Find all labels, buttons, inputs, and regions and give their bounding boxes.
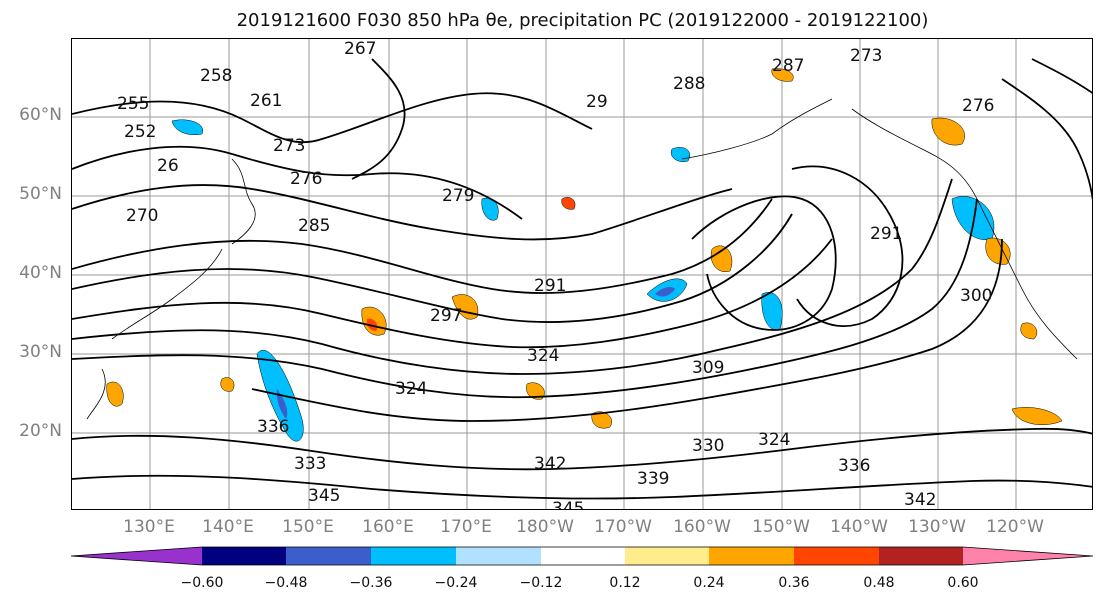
contour-label: 336 xyxy=(257,417,289,437)
contour-label: 285 xyxy=(298,216,330,236)
contour-label: 339 xyxy=(637,469,669,489)
contour-label: 291 xyxy=(870,224,902,244)
map-canvas: 267 273 258 288 287 255 261 29 276 252 2… xyxy=(72,39,1092,510)
lon-label-180w: 180°W xyxy=(516,517,574,537)
contour-label: 342 xyxy=(904,490,936,510)
lon-label-170e: 170°E xyxy=(440,517,492,537)
lon-label-160e: 160°E xyxy=(362,517,414,537)
contour-label: 333 xyxy=(294,454,326,474)
contour-label: 309 xyxy=(692,358,724,378)
lat-label-60n: 60°N xyxy=(19,105,62,125)
contour-label: 29 xyxy=(586,92,608,112)
contour-label: 252 xyxy=(124,122,156,142)
colorbar-tick-label: −0.12 xyxy=(519,575,563,591)
colorbar-tick-label: 0.12 xyxy=(609,575,641,591)
contour-label: 276 xyxy=(290,169,322,189)
contour-label: 261 xyxy=(250,91,282,111)
colorbar-cell xyxy=(963,547,1093,565)
lon-label-150w: 150°W xyxy=(752,517,810,537)
contour-label: 255 xyxy=(117,94,149,114)
lat-label-50n: 50°N xyxy=(19,184,62,204)
contour-label: 297 xyxy=(430,306,462,326)
lat-label-20n: 20°N xyxy=(19,421,62,441)
colorbar-tick-label: −0.60 xyxy=(180,575,224,591)
contour-label: 270 xyxy=(126,206,158,226)
colorbar-cell xyxy=(371,547,456,565)
coastlines xyxy=(86,98,1078,420)
lon-label-120w: 120°W xyxy=(986,517,1044,537)
colorbar-tick-label: −0.36 xyxy=(349,575,393,591)
contour-labels: 267 273 258 288 287 255 261 29 276 252 2… xyxy=(117,39,994,510)
theta-e-contours xyxy=(72,58,1092,500)
colorbar-cell xyxy=(709,547,794,565)
contour-label: 288 xyxy=(673,74,705,94)
contour-label: 273 xyxy=(273,136,305,156)
map-panel: 267 273 258 288 287 255 261 29 276 252 2… xyxy=(71,38,1093,510)
colorbar-outline xyxy=(70,546,1094,566)
lon-label-130e: 130°E xyxy=(123,517,175,537)
contour-label: 267 xyxy=(344,39,376,59)
contour-label: 258 xyxy=(200,66,232,86)
colorbar-cell xyxy=(794,547,879,565)
contour-label: 342 xyxy=(534,454,566,474)
colorbar-cell xyxy=(541,547,625,565)
contour-label: 345 xyxy=(308,486,340,506)
lon-label-170w: 170°W xyxy=(594,517,652,537)
map-title: 2019121600 F030 850 hPa θe, precipitatio… xyxy=(0,10,1105,31)
map-title-text: 2019121600 F030 850 hPa θe, precipitatio… xyxy=(236,10,929,31)
colorbar-cell xyxy=(202,547,286,565)
contour-label: 300 xyxy=(960,286,992,306)
colorbar xyxy=(70,546,1094,566)
lat-label-40n: 40°N xyxy=(19,263,62,283)
colorbar-tick-label: −0.48 xyxy=(264,575,308,591)
contour-label: 26 xyxy=(157,156,179,176)
contour-label: 345 xyxy=(552,499,584,510)
contour-label: 336 xyxy=(838,456,870,476)
colorbar-cell xyxy=(286,547,371,565)
colorbar-cell xyxy=(456,547,541,565)
precipitation-shading xyxy=(106,68,1063,442)
lon-label-130w: 130°W xyxy=(908,517,966,537)
colorbar-cell xyxy=(625,547,709,565)
contour-label: 291 xyxy=(534,276,566,296)
lon-label-140w: 140°W xyxy=(830,517,888,537)
lat-label-30n: 30°N xyxy=(19,342,62,362)
contour-label: 330 xyxy=(692,436,724,456)
contour-label: 324 xyxy=(527,346,559,366)
lon-label-150e: 150°E xyxy=(282,517,334,537)
colorbar-cell xyxy=(71,547,202,565)
colorbar-tick-label: 0.60 xyxy=(947,575,979,591)
contour-label: 324 xyxy=(395,379,427,399)
graticule xyxy=(72,39,1092,509)
colorbar-cell xyxy=(879,547,963,565)
contour-label: 276 xyxy=(962,96,994,116)
contour-label: 287 xyxy=(772,56,804,76)
colorbar-tick-label: 0.48 xyxy=(863,575,895,591)
contour-label: 273 xyxy=(850,46,882,66)
colorbar-tick-label: 0.24 xyxy=(693,575,725,591)
lon-label-140e: 140°E xyxy=(202,517,254,537)
colorbar-cells xyxy=(70,546,1094,566)
lon-label-160w: 160°W xyxy=(673,517,731,537)
colorbar-tick-label: −0.24 xyxy=(434,575,478,591)
contour-label: 324 xyxy=(758,430,790,450)
contour-label: 279 xyxy=(442,186,474,206)
colorbar-tick-label: 0.36 xyxy=(778,575,810,591)
